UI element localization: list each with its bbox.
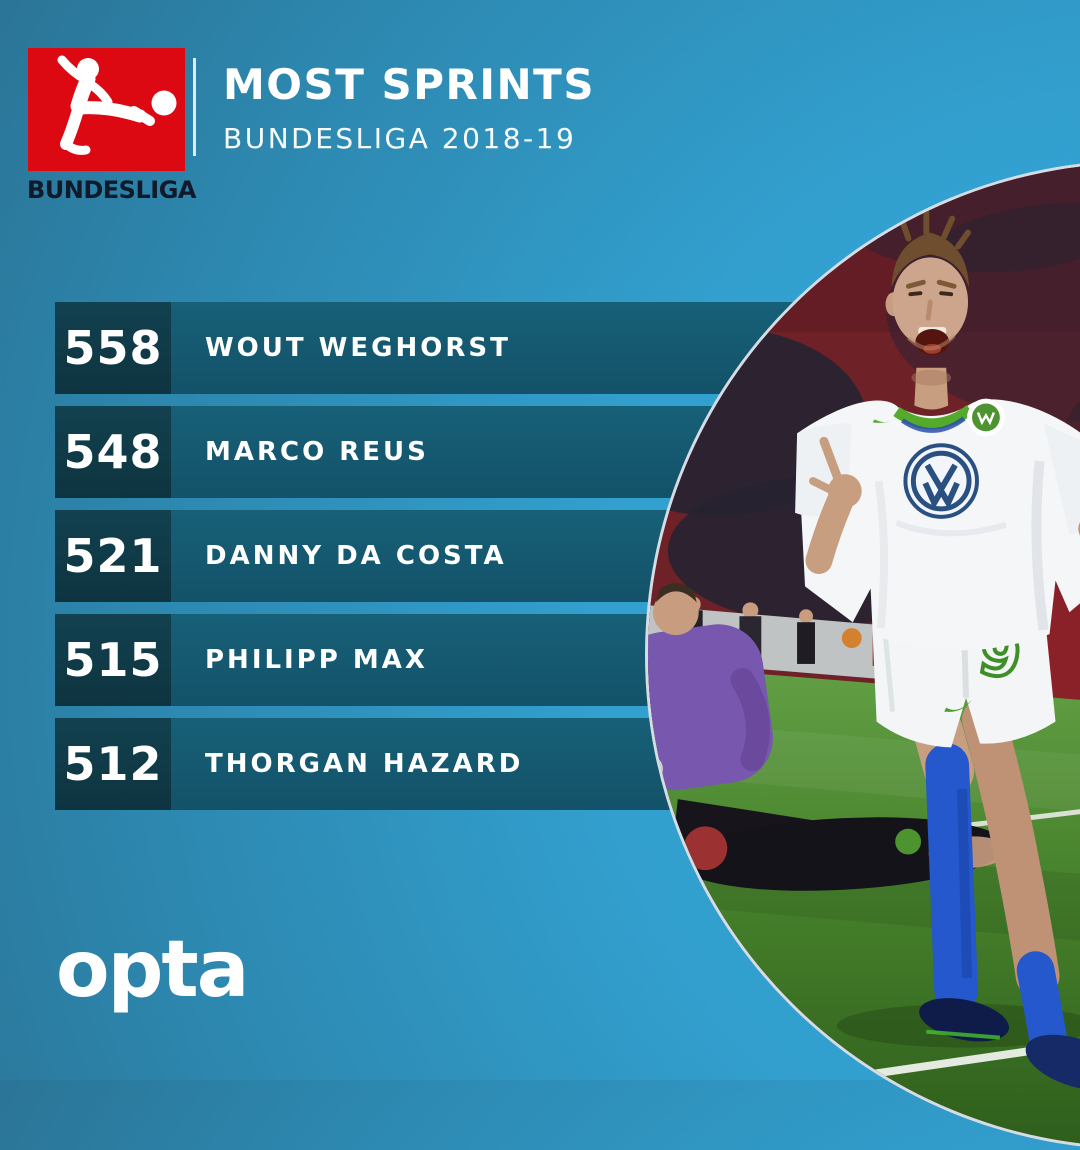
sprint-count: 548 bbox=[55, 406, 171, 498]
kicking-player-icon bbox=[57, 55, 177, 155]
player-name: DANNY DA COSTA bbox=[205, 541, 507, 571]
page-title: MOST SPRINTS bbox=[223, 60, 596, 109]
sprint-count: 515 bbox=[55, 614, 171, 706]
sprint-count: 512 bbox=[55, 718, 171, 810]
sprint-count: 521 bbox=[55, 510, 171, 602]
wolfsburg-badge-icon bbox=[967, 398, 1005, 437]
sprint-count: 558 bbox=[55, 302, 171, 394]
page-subtitle: BUNDESLIGA 2018-19 bbox=[223, 122, 577, 155]
player-name: WOUT WEGHORST bbox=[205, 333, 511, 363]
player-name: THORGAN HAZARD bbox=[205, 749, 524, 779]
bundesliga-wordmark: BUNDESLIGA bbox=[27, 176, 196, 204]
player-name: PHILIPP MAX bbox=[205, 645, 428, 675]
vw-badge-icon bbox=[903, 443, 979, 519]
header-divider bbox=[193, 58, 196, 156]
nike-swoosh-icon bbox=[872, 407, 909, 423]
opta-logo: opta bbox=[56, 925, 249, 1015]
bundesliga-logo bbox=[28, 48, 185, 171]
main-player-figure: 9 bbox=[795, 207, 1080, 1091]
player-name: MARCO REUS bbox=[205, 437, 429, 467]
